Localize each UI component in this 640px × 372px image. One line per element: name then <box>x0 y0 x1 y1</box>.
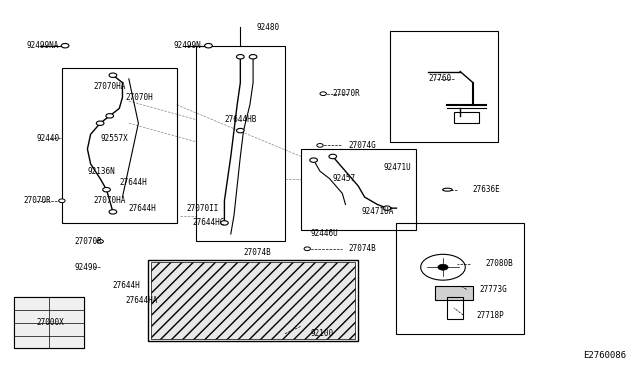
Text: 92100: 92100 <box>310 329 333 338</box>
Text: 27718P: 27718P <box>476 311 504 320</box>
Bar <box>435 286 473 301</box>
Text: 27074G: 27074G <box>349 141 376 150</box>
Bar <box>447 297 463 319</box>
Text: 92446U: 92446U <box>310 230 338 238</box>
Text: 27070HA: 27070HA <box>94 82 126 91</box>
Text: 27070HA: 27070HA <box>94 196 126 205</box>
Bar <box>14 297 84 349</box>
Text: 27070II: 27070II <box>186 203 218 213</box>
Text: 27644HC: 27644HC <box>193 218 225 227</box>
Circle shape <box>383 206 391 211</box>
Circle shape <box>109 210 116 214</box>
Text: 27070H: 27070H <box>125 93 154 102</box>
Text: 27760: 27760 <box>428 74 451 83</box>
Text: 92440: 92440 <box>36 134 60 142</box>
Circle shape <box>249 55 257 59</box>
Text: 27636E: 27636E <box>473 185 500 194</box>
Text: 27644H: 27644H <box>129 203 157 213</box>
Circle shape <box>310 158 317 162</box>
Text: 27070R: 27070R <box>333 89 360 98</box>
Text: 27070R: 27070R <box>75 237 102 246</box>
Text: 27074B: 27074B <box>244 248 271 257</box>
Text: 92490: 92490 <box>75 263 98 272</box>
Bar <box>62 68 177 223</box>
Text: 27644HA: 27644HA <box>125 296 158 305</box>
Text: 92471UA: 92471UA <box>362 207 394 217</box>
Circle shape <box>106 113 113 118</box>
Bar <box>14 297 84 349</box>
Circle shape <box>221 221 228 225</box>
Text: 27773G: 27773G <box>479 285 507 294</box>
Circle shape <box>237 55 244 59</box>
Text: 92136N: 92136N <box>88 167 115 176</box>
Text: 92557X: 92557X <box>100 134 128 142</box>
Circle shape <box>237 128 244 133</box>
Bar <box>396 223 524 334</box>
Circle shape <box>304 247 310 251</box>
Bar <box>454 112 479 123</box>
Text: 92499N: 92499N <box>173 41 201 50</box>
Circle shape <box>205 44 212 48</box>
Text: 27074B: 27074B <box>349 244 376 253</box>
Text: 27644H: 27644H <box>119 178 147 187</box>
Circle shape <box>97 240 103 243</box>
Text: 92471U: 92471U <box>384 163 412 172</box>
Circle shape <box>61 44 69 48</box>
Circle shape <box>320 92 326 96</box>
Circle shape <box>102 187 110 192</box>
Text: E2760086: E2760086 <box>583 350 626 359</box>
Bar <box>301 149 415 230</box>
Circle shape <box>317 144 323 147</box>
Circle shape <box>97 121 104 125</box>
Circle shape <box>438 264 448 270</box>
Text: 27644H: 27644H <box>113 281 141 290</box>
Circle shape <box>109 73 116 77</box>
Bar <box>390 31 499 142</box>
Bar <box>148 260 358 341</box>
Text: 27080B: 27080B <box>486 259 513 268</box>
Text: 92499NA: 92499NA <box>27 41 60 50</box>
Text: 92457: 92457 <box>333 174 356 183</box>
Bar <box>151 262 355 339</box>
Bar <box>196 46 285 241</box>
Text: 27644HB: 27644HB <box>225 115 257 124</box>
Text: 27000X: 27000X <box>36 318 64 327</box>
Circle shape <box>59 199 65 203</box>
Text: 27070R: 27070R <box>24 196 51 205</box>
Circle shape <box>329 154 337 159</box>
Text: 92480: 92480 <box>256 23 280 32</box>
